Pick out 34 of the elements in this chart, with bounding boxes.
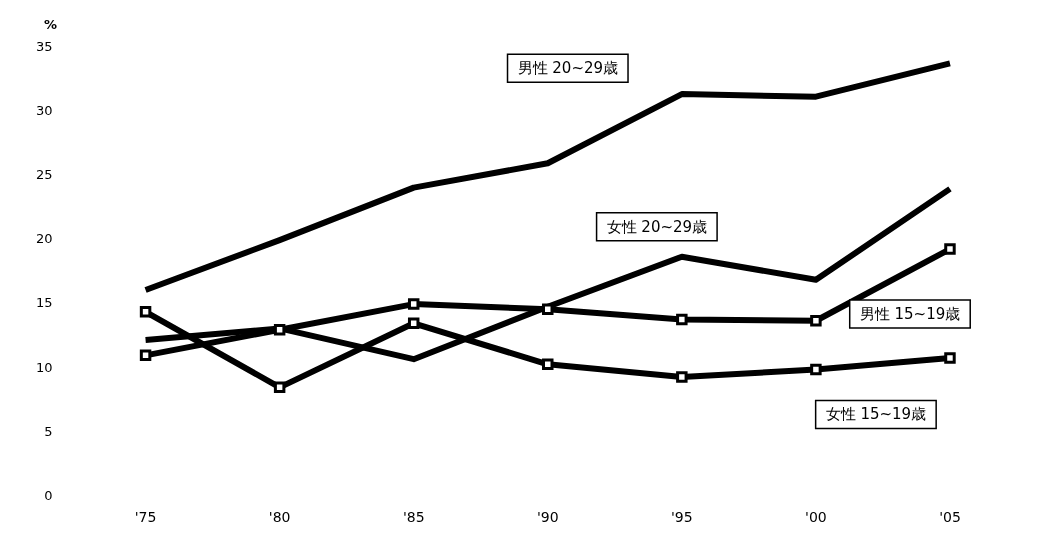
point — [676, 371, 688, 383]
point — [139, 306, 152, 318]
x-tick-label: '85 — [402, 509, 425, 526]
text: 女性 15~19歳 — [825, 405, 927, 424]
x-tick-label: '80 — [268, 509, 291, 526]
point — [810, 315, 822, 327]
x-tick-label: '90 — [536, 509, 559, 526]
y-tick-label: 15 — [36, 295, 53, 311]
series-label: 男性 15~19歳 — [859, 304, 961, 323]
point — [542, 303, 554, 315]
point — [273, 381, 286, 394]
point — [273, 323, 286, 336]
x-tick-label: '75 — [134, 509, 157, 526]
point — [139, 349, 152, 362]
y-tick-label: 0 — [44, 487, 53, 503]
x-tick-label: '00 — [805, 509, 827, 526]
point — [944, 352, 956, 364]
y-tick-label: 35 — [36, 39, 53, 55]
point — [944, 243, 956, 255]
point — [676, 313, 688, 326]
y-tick-label: 20 — [36, 231, 53, 247]
y-tick-label: 25 — [36, 167, 53, 183]
x-tick-label: '05 — [939, 509, 961, 526]
x-tick-label: '95 — [671, 509, 693, 526]
y-axis-title: % — [44, 17, 58, 33]
series-label: 女性 20~29歳 — [606, 217, 708, 236]
y-tick-label: 30 — [36, 103, 53, 119]
point — [407, 298, 420, 310]
point — [542, 358, 554, 371]
text: 男性 20~29歳 — [517, 59, 619, 78]
point — [810, 363, 822, 376]
point — [407, 317, 420, 330]
y-tick-label: 10 — [36, 359, 53, 375]
y-tick-label: 5 — [44, 423, 53, 439]
